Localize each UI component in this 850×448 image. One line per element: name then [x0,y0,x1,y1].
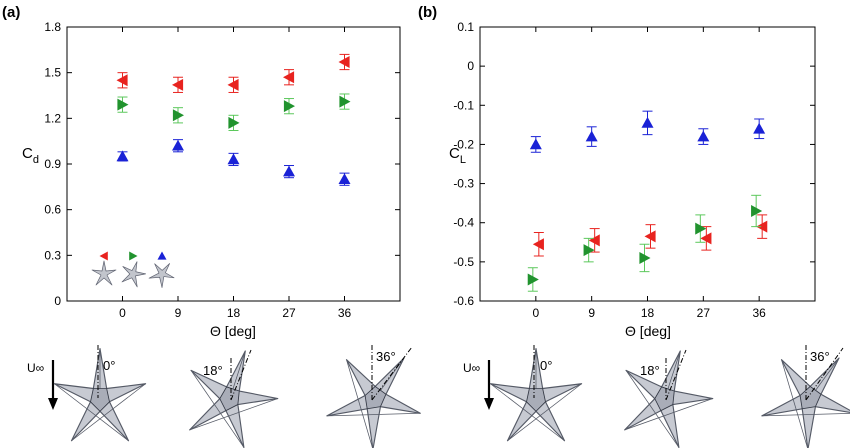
data-point-green [751,204,763,217]
x-tick-label: 0 [119,306,126,320]
freestream-arrow-left [48,360,58,410]
plot-frame-b [479,26,816,302]
y-tick-label: -0.2 [453,137,474,151]
data-point-green [228,116,240,129]
angle-line-18-rotated [230,349,252,401]
data-point-green [639,251,651,264]
y-tick-label: -0.3 [453,177,474,191]
data-point-blue [172,139,184,151]
data-point-green [583,244,595,257]
x-tick-label: 18 [227,306,241,320]
legend-star-icon-red [91,260,117,286]
data-point-green [283,100,295,113]
freestream-arrow-right [484,360,494,410]
chart-panel-a: 0 0.3 0.6 0.9 1.2 1.5 1.8 0 9 18 27 36 Cd Θ [deg] [22,20,401,339]
data-point-blue [641,116,654,128]
panel-label-a: (a) [2,4,20,21]
x-tick-label: 9 [175,306,182,320]
angle-label-18: 18° [203,363,223,378]
data-point-red [644,230,656,243]
star-sketch-0-right [489,348,583,442]
data-point-green [172,109,184,122]
star-sketches: U∞ 0° 18° 36° U∞ 0° [27,330,850,448]
data-point-blue [116,150,129,162]
angle-line-36-rotated [371,346,413,401]
panel-label-b: (b) [418,4,437,21]
y-tick-label: 1.2 [44,111,61,125]
legend-marker-red [99,251,108,261]
x-tick-label: 9 [588,306,595,320]
y-tick-label: 0.3 [44,248,61,262]
y-tick-label: 0 [54,294,61,308]
y-tick-label: -0.4 [453,216,474,230]
angle-line-18-rotated-right [665,349,687,401]
angle-label-18-right: 18° [640,363,660,378]
x-tick-label: 27 [282,306,296,320]
star-sketch-0 [53,348,147,442]
legend-star-icon-green [117,257,149,289]
angle-label-36-right: 36° [810,349,830,364]
x-tick-label: 27 [697,306,711,320]
y-axis-label-a: Cd [22,145,39,166]
legend-marker-blue [157,251,167,260]
y-tick-label: -0.5 [453,255,474,269]
angle-label-0-right: 0° [540,358,552,373]
y-tick-label: -0.1 [453,98,474,112]
data-point-blue [283,165,295,177]
data-point-red [116,74,128,87]
data-point-red [172,78,184,91]
y-tick-label: -0.6 [453,294,474,308]
x-tick-label: 18 [641,306,655,320]
data-point-red [532,238,544,251]
data-point-blue [227,153,240,165]
freestream-label-left: U∞ [27,361,44,375]
y-tick-label: 1.5 [44,66,61,80]
freestream-label-right: U∞ [463,361,480,375]
y-tick-label: 0 [467,59,474,73]
axis-ticks-b: -0.6 -0.5 -0.4 -0.3 -0.2 -0.1 0 0.1 0 9 18 27 36 [453,20,815,320]
data-point-red [338,56,350,69]
data-point-green [117,98,129,111]
chart-panel-b: -0.6-0.5-0.4-0.3-0.2-0.100.10 9 18 27 36 CL … [449,20,816,339]
data-point-red [588,234,600,247]
angle-label-36: 36° [376,349,396,364]
x-tick-label: 0 [532,306,539,320]
data-point-red [700,232,712,245]
y-tick-label: 0.6 [44,203,61,217]
y-tick-label: 1.8 [44,20,61,34]
data-point-blue [585,130,598,142]
x-axis-label-b: Θ [deg] [625,323,671,339]
data-point-blue [338,173,351,185]
star-sketch-36-right [747,330,850,448]
x-axis-label-a: Θ [deg] [210,323,256,339]
legend-a [91,251,180,291]
y-axis-label-b: CL [449,145,466,166]
data-point-blue [753,122,766,134]
series-marks-b [527,110,768,292]
legend-marker-green [129,251,138,261]
data-point-blue [529,138,542,150]
data-point-blue [697,130,710,142]
angle-label-0: 0° [103,358,115,373]
y-tick-label: 0.1 [457,20,474,34]
legend-star-icon-blue [145,256,180,291]
data-point-green [695,222,707,235]
axis-ticks-a: 0 0.3 0.6 0.9 1.2 1.5 1.8 0 9 18 27 36 [44,20,400,320]
data-point-green [339,95,351,108]
data-point-red [283,71,295,84]
x-tick-label: 36 [338,306,352,320]
x-tick-label: 36 [752,306,766,320]
series-marks-a [116,53,351,186]
data-point-red [227,78,239,91]
data-point-green [527,273,539,286]
angle-line-36-rotated-right [805,347,844,401]
y-tick-label: 0.9 [44,157,61,171]
data-point-red [756,220,768,233]
